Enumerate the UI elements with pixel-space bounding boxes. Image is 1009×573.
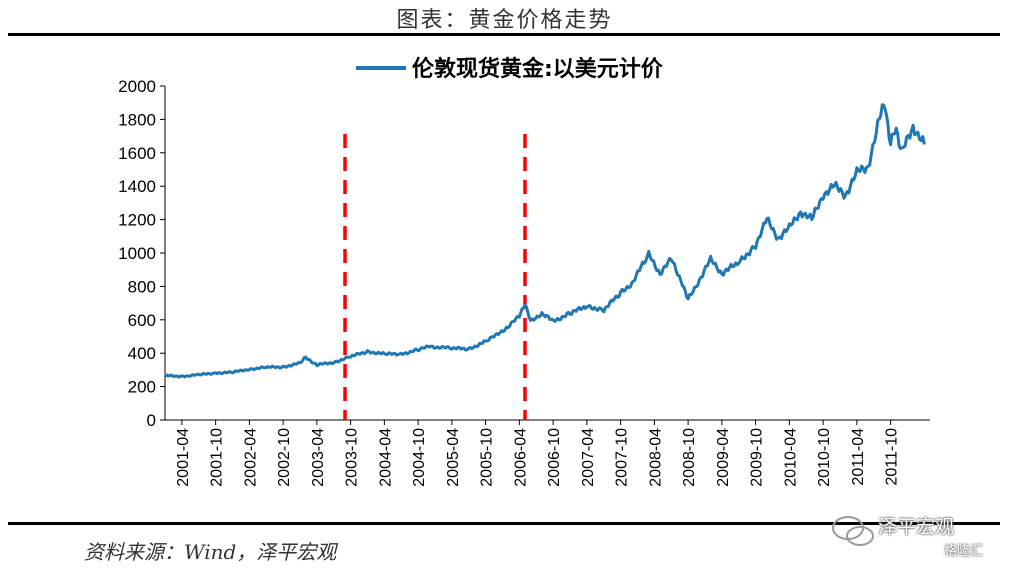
x-tick-label: 2011-04 [850,428,867,486]
y-tick-label: 600 [128,311,156,330]
x-tick-label: 2003-10 [344,428,361,487]
x-tick-label: 2011-10 [884,428,901,486]
wechat-icon [832,516,874,546]
y-tick-label: 1000 [118,244,156,263]
x-tick-label: 2005-04 [445,428,462,487]
y-tick-label: 1800 [118,110,156,129]
y-tick-label: 0 [147,411,156,430]
figure-title: 图表：黄金价格走势 [396,8,613,33]
x-tick-label: 2003-04 [310,428,327,487]
bottom-rule [8,522,1000,525]
x-tick-label: 2007-04 [580,428,597,487]
y-tick-label: 1200 [118,211,156,230]
x-tick-label: 2009-04 [715,428,732,487]
source-note: 资料来源：Wind，泽平宏观 [84,540,337,564]
watermark: 泽平宏观 格隆汇 [826,512,996,560]
x-tick-label: 2004-04 [377,428,394,487]
y-tick-label: 1400 [118,177,156,196]
x-tick-label: 2006-04 [512,428,529,487]
x-tick-label: 2002-10 [276,428,293,487]
x-tick-label: 2001-04 [175,428,192,487]
x-tick-label: 2009-10 [749,428,766,487]
series-line [164,103,926,379]
legend-label: 伦敦现货黄金:以美元计价 [412,56,664,82]
x-tick-label: 2006-10 [546,428,563,487]
series-layer [164,103,926,379]
y-tick-label: 2000 [118,77,156,96]
gold-price-chart: 伦敦现货黄金:以美元计价 0 200 400 600 800 1000 1200 1400 16… [118,56,930,487]
x-tick-label: 2005-10 [479,428,496,487]
y-tick-label: 800 [128,277,156,296]
x-tick-label: 2008-10 [681,428,698,487]
x-tick-label: 2004-10 [411,428,428,487]
x-tick-label: 2007-10 [614,428,631,487]
watermark-sub: 格隆汇 [944,544,984,559]
y-tick-label: 400 [128,344,156,363]
x-tick-label: 2002-04 [242,428,259,487]
chart-legend: 伦敦现货黄金:以美元计价 [356,56,664,82]
vertical-markers [343,134,527,420]
top-rule [8,33,1000,36]
y-tick-label: 1600 [118,144,156,163]
watermark-brand: 泽平宏观 [878,516,955,538]
y-tick-label: 200 [128,378,156,397]
x-tick-label: 2010-04 [782,428,799,487]
x-tick-label: 2010-10 [816,428,833,487]
x-tick-label: 2001-10 [209,428,226,487]
axes: 0 200 400 600 800 1000 1200 1400 1600 1800 2000 200… [118,77,930,487]
x-tick-label: 2008-04 [647,428,664,487]
